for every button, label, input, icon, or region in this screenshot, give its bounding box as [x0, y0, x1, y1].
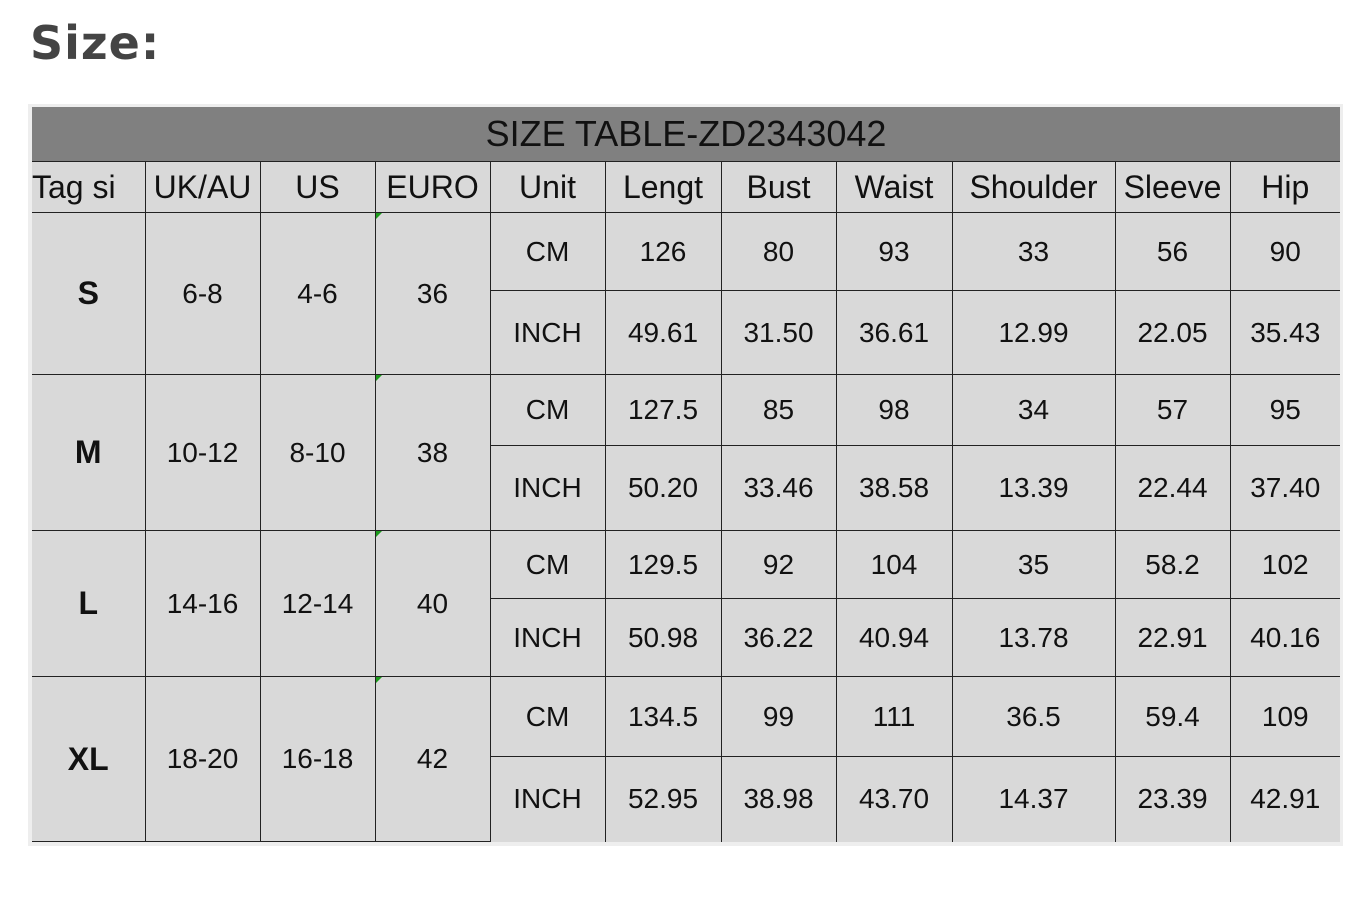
- measure-cell: 40.94: [835, 598, 953, 677]
- measure-cell: 104: [835, 530, 953, 599]
- measure-cell: 57: [1114, 374, 1231, 446]
- measure-cell: 85: [720, 374, 837, 446]
- measure-cell: 56: [1114, 212, 1231, 291]
- measure-cell: 95: [1229, 374, 1340, 446]
- column-header: Shoulder: [951, 161, 1116, 213]
- measure-cell: CM: [489, 374, 606, 446]
- column-header: Waist: [835, 161, 953, 213]
- column-header: US: [259, 161, 376, 213]
- measure-cell: 31.50: [720, 290, 837, 375]
- measure-cell: CM: [489, 212, 606, 291]
- measure-cell: 49.61: [604, 290, 722, 375]
- measure-cell: 129.5: [604, 530, 722, 599]
- column-header: Hip: [1229, 161, 1340, 213]
- header-row: Tag si UK/AU US EURO Unit Lengt Bust Waist Shoul…: [32, 161, 1340, 213]
- uk-au-cell: 6-8: [144, 212, 261, 375]
- column-header: Unit: [489, 161, 606, 213]
- measure-cell: 34: [951, 374, 1116, 446]
- euro-cell: 38: [374, 374, 491, 531]
- measure-cell: 36.61: [835, 290, 953, 375]
- measure-cell: 50.20: [604, 445, 722, 531]
- section-heading: Size:: [30, 16, 161, 70]
- measure-cell: 102: [1229, 530, 1340, 599]
- measure-cell: 42.91: [1229, 756, 1340, 842]
- measure-cell: 37.40: [1229, 445, 1340, 531]
- measure-cell: 98: [835, 374, 953, 446]
- measure-cell: 12.99: [951, 290, 1116, 375]
- us-cell: 16-18: [259, 676, 376, 842]
- measure-cell: 43.70: [835, 756, 953, 842]
- measure-cell: 90: [1229, 212, 1340, 291]
- measure-cell: 13.39: [951, 445, 1116, 531]
- measure-cell: 13.78: [951, 598, 1116, 677]
- table-row-cm: L 14-16 12-14 40 CM 129.5 92 104 35 58.2 102: [32, 530, 1340, 677]
- size-tag-cell: L: [32, 530, 146, 677]
- measure-cell: 33.46: [720, 445, 837, 531]
- table-title: SIZE TABLE-ZD2343042: [32, 107, 1340, 162]
- size-tag-cell: M: [32, 374, 146, 531]
- measure-cell: 36.5: [951, 676, 1116, 757]
- measure-cell: 126: [604, 212, 722, 291]
- column-header: Sleeve: [1114, 161, 1231, 213]
- column-header: EURO: [374, 161, 491, 213]
- measure-cell: 38.58: [835, 445, 953, 531]
- measure-cell: INCH: [490, 290, 606, 375]
- measure-cell: INCH: [490, 598, 606, 677]
- measure-cell: 36.22: [720, 598, 837, 677]
- measure-cell: 22.44: [1114, 445, 1231, 531]
- uk-au-cell: 14-16: [144, 530, 261, 677]
- measure-cell: 59.4: [1114, 676, 1231, 757]
- measure-cell: 33: [951, 212, 1116, 291]
- measure-cell: 40.16: [1229, 598, 1340, 677]
- table-row-cm: S 6-8 4-6 36 CM 126 80 93 33 56 90: [32, 212, 1340, 375]
- measure-cell: 93: [835, 212, 953, 291]
- measure-cell: 50.98: [604, 598, 722, 677]
- euro-cell: 36: [374, 212, 491, 375]
- measure-cell: 111: [835, 676, 953, 757]
- measure-cell: 22.05: [1114, 290, 1231, 375]
- measure-cell: 134.5: [604, 676, 722, 757]
- column-header: UK/AU: [144, 161, 261, 213]
- measure-cell: 109: [1229, 676, 1340, 757]
- measure-cell: 80: [720, 212, 837, 291]
- table-row-cm: M 10-12 8-10 38 CM 127.5 85 98 34 57 95: [32, 374, 1340, 531]
- size-tag-cell: XL: [32, 676, 146, 842]
- us-cell: 4-6: [259, 212, 376, 375]
- measure-cell: 35.43: [1229, 290, 1340, 375]
- measure-cell: 38.98: [720, 756, 837, 842]
- measure-cell: INCH: [490, 445, 606, 531]
- measure-cell: 22.91: [1114, 598, 1231, 677]
- euro-cell: 42: [374, 676, 491, 842]
- uk-au-cell: 10-12: [144, 374, 261, 531]
- column-header: Lengt: [604, 161, 722, 213]
- us-cell: 12-14: [259, 530, 376, 677]
- measure-cell: CM: [489, 530, 606, 599]
- size-tag-cell: S: [32, 212, 146, 375]
- column-header: Tag si: [32, 161, 146, 213]
- measure-cell: 23.39: [1114, 756, 1231, 842]
- table-row-cm: XL 18-20 16-18 42 CM 134.5 99 111 36.5 59.4 109: [32, 676, 1340, 842]
- measure-cell: 127.5: [604, 374, 722, 446]
- us-cell: 8-10: [259, 374, 376, 531]
- measure-cell: 92: [720, 530, 837, 599]
- size-table: SIZE TABLE-ZD2343042 Tag si UK/AU US EURO Un…: [32, 107, 1340, 842]
- uk-au-cell: 18-20: [144, 676, 261, 842]
- measure-cell: 14.37: [951, 756, 1116, 842]
- measure-cell: 52.95: [604, 756, 722, 842]
- measure-cell: INCH: [490, 756, 606, 842]
- measure-cell: 99: [720, 676, 837, 757]
- measure-cell: CM: [489, 676, 606, 757]
- euro-cell: 40: [374, 530, 491, 677]
- measure-cell: 35: [951, 530, 1116, 599]
- measure-cell: 58.2: [1114, 530, 1231, 599]
- column-header: Bust: [720, 161, 837, 213]
- table-row-inch: INCH 49.61 31.50 36.61 12.99 22.05 35.43: [32, 290, 1340, 375]
- table-row-inch: INCH 52.95 38.98 43.70 14.37 23.39 42.91: [32, 756, 1340, 842]
